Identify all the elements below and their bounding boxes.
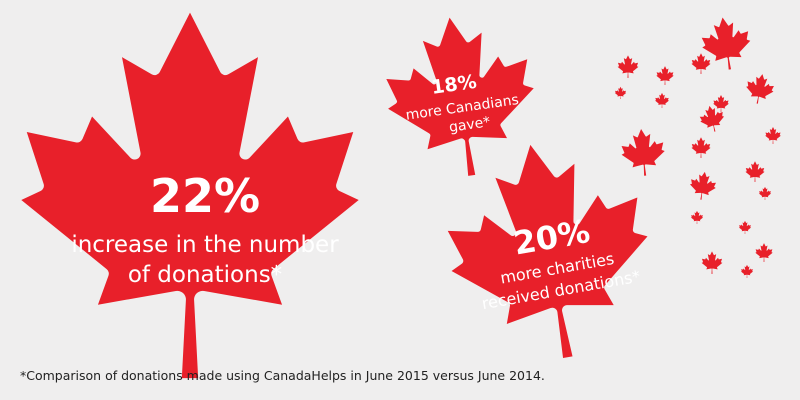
stat-text: of donations*	[128, 262, 282, 288]
leaf-medium: 18% more Canadians gave*	[376, 7, 545, 186]
leaf-medium: 20% more charities received donations*	[432, 127, 666, 375]
stat-text: increase in the number	[71, 232, 339, 258]
footnote: *Comparison of donations made using Cana…	[20, 368, 545, 383]
stat-text: gave*	[448, 114, 491, 136]
stat-figure: 22%	[150, 169, 260, 223]
